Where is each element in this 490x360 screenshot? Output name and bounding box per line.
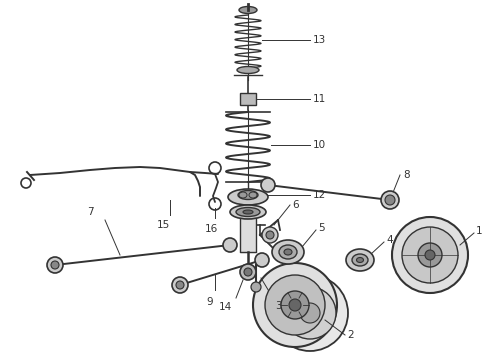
Text: 9: 9 [207,297,213,307]
Ellipse shape [279,245,297,259]
Text: 2: 2 [347,330,354,340]
Circle shape [381,191,399,209]
Circle shape [392,217,468,293]
Circle shape [385,195,395,205]
Circle shape [251,282,261,292]
Circle shape [402,227,458,283]
Text: 8: 8 [403,170,410,180]
Circle shape [172,277,188,293]
Circle shape [265,275,325,335]
Circle shape [176,281,184,289]
Circle shape [284,287,336,339]
Circle shape [418,243,442,267]
Ellipse shape [239,6,257,13]
Text: 4: 4 [386,235,392,245]
Circle shape [244,268,252,276]
Ellipse shape [236,207,260,216]
Ellipse shape [346,249,374,271]
Text: 1: 1 [476,226,483,236]
Circle shape [240,264,256,280]
Circle shape [255,253,269,267]
Ellipse shape [352,254,368,266]
Circle shape [300,303,320,323]
Text: 11: 11 [313,94,326,104]
Text: 6: 6 [292,200,298,210]
Text: 15: 15 [156,220,170,230]
Ellipse shape [284,249,292,255]
Circle shape [272,275,348,351]
Circle shape [51,261,59,269]
Bar [240,217,256,252]
Ellipse shape [238,190,258,199]
Circle shape [253,263,337,347]
FancyBboxPatch shape [240,93,256,105]
Circle shape [47,257,63,273]
Ellipse shape [230,205,266,219]
Circle shape [281,291,309,319]
Ellipse shape [237,67,259,73]
Text: 12: 12 [313,190,326,200]
Circle shape [289,299,301,311]
Text: 13: 13 [313,35,326,45]
Circle shape [425,250,435,260]
Text: 3: 3 [275,301,282,311]
Text: 10: 10 [313,140,326,150]
Ellipse shape [272,240,304,264]
Circle shape [262,227,278,243]
Circle shape [261,178,275,192]
Ellipse shape [243,210,253,214]
Text: 14: 14 [219,302,232,312]
Text: 5: 5 [318,223,325,233]
Text: 16: 16 [204,224,218,234]
Ellipse shape [357,257,364,262]
Ellipse shape [228,189,268,205]
Text: 7: 7 [87,207,93,217]
Circle shape [266,231,274,239]
Circle shape [223,238,237,252]
